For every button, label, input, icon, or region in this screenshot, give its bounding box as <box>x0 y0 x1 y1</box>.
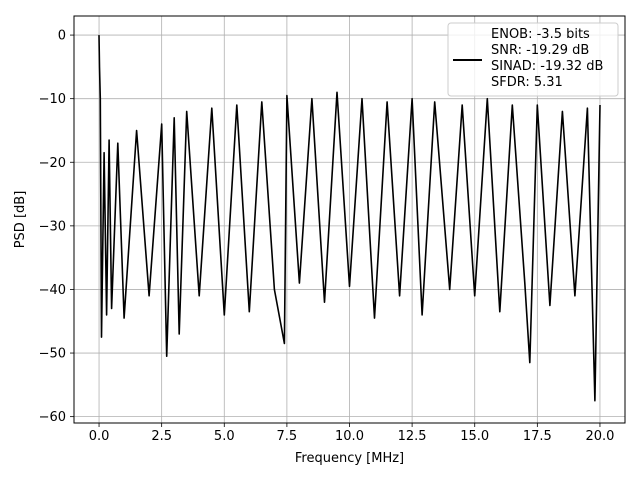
y-axis-label: PSD [dB] <box>13 191 28 249</box>
x-tick-label: 20.0 <box>585 429 614 444</box>
y-tick-label: −50 <box>39 347 66 362</box>
y-tick-label: −60 <box>39 410 66 425</box>
x-tick-label: 0.0 <box>89 429 110 444</box>
legend-entry-sinad: SINAD: -19.32 dB <box>491 59 603 74</box>
y-axis-ticks: 0 −10 −20 −30 −40 −50 −60 <box>39 29 74 425</box>
y-tick-label: −20 <box>39 156 66 171</box>
legend-entry-enob: ENOB: -3.5 bits <box>491 27 590 42</box>
x-tick-label: 2.5 <box>151 429 172 444</box>
series-layer <box>98 35 601 402</box>
y-tick-label: −10 <box>39 92 66 107</box>
y-tick-label: −40 <box>39 283 66 298</box>
legend-entry-sfdr: SFDR: 5.31 <box>491 75 563 90</box>
x-tick-label: 12.5 <box>398 429 427 444</box>
y-tick-label: 0 <box>58 29 66 44</box>
legend-entry-snr: SNR: -19.29 dB <box>491 43 589 58</box>
x-tick-label: 10.0 <box>335 429 364 444</box>
x-axis-ticks: 0.0 2.5 5.0 7.5 10.0 12.5 15.0 17.5 20.0 <box>89 423 614 444</box>
legend-box <box>447 22 619 97</box>
psd-series-line <box>98 35 601 402</box>
x-tick-label: 7.5 <box>277 429 298 444</box>
x-tick-label: 5.0 <box>214 429 235 444</box>
x-tick-label: 17.5 <box>523 429 552 444</box>
x-axis-label: Frequency [MHz] <box>295 451 404 466</box>
legend: ENOB: -3.5 bits SNR: -19.29 dB SINAD: -1… <box>447 22 619 97</box>
y-tick-label: −30 <box>39 219 66 234</box>
x-tick-label: 15.0 <box>460 429 489 444</box>
